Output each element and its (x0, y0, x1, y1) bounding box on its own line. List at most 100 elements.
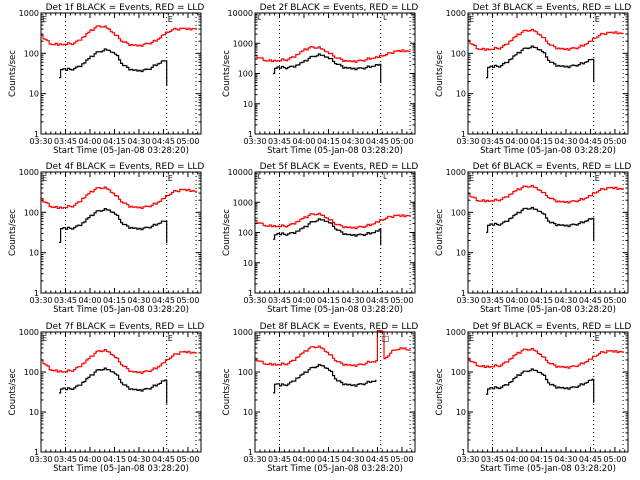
y-tick-label: 100 (24, 368, 39, 377)
y-tick-label: 1 (461, 130, 466, 139)
y-tick-label: 1 (34, 289, 39, 298)
plot-frame (254, 331, 416, 453)
plot-frame (40, 331, 202, 453)
x-tick-label: 03:30 (456, 137, 479, 146)
series-lld-line (41, 349, 197, 374)
x-axis-label: Start Time (05-Jan-08 03:28:20) (480, 146, 616, 156)
y-tick-label: 1 (248, 130, 253, 139)
chart-title: Det 1f BLACK = Events, RED = LLD (46, 3, 205, 13)
x-tick-label: 04:15 (103, 455, 126, 464)
plot-frame (467, 12, 629, 135)
event-marker-label: □ (382, 334, 390, 343)
y-tick-label: 10 (29, 408, 39, 417)
x-tick-label: 03:45 (268, 296, 291, 305)
y-tick-label: 100 (24, 49, 39, 58)
x-tick-label: 04:45 (152, 455, 175, 464)
series-events-line (59, 48, 168, 86)
series-events-line (59, 367, 168, 404)
x-tick-label: 05:00 (390, 137, 413, 146)
y-axis-label: Counts/sec (435, 50, 445, 97)
series-events-line (273, 363, 377, 394)
x-tick-label: 04:15 (530, 455, 553, 464)
x-tick-label: 04:00 (78, 455, 101, 464)
x-tick-label: 04:00 (292, 296, 315, 305)
x-tick-label: 04:45 (152, 296, 175, 305)
y-tick-label: 1 (461, 448, 466, 457)
y-tick-label: 1000 (233, 328, 253, 337)
x-tick-label: 04:45 (152, 137, 175, 146)
event-marker-label: E (469, 334, 474, 343)
chart-title: Det 2f BLACK = Events, RED = LLD (260, 3, 419, 13)
series-events-line (273, 218, 382, 246)
y-tick-label: 100 (238, 368, 253, 377)
x-tick-label: 03:45 (54, 137, 77, 146)
x-tick-label: 04:30 (554, 137, 577, 146)
chart-panel-3: Det 3f BLACK = Events, RED = LLD E E 1 10 100… (435, 3, 631, 156)
y-tick-label: 1 (248, 289, 253, 298)
x-tick-label: 04:30 (127, 137, 150, 146)
x-tick-label: 04:30 (554, 455, 577, 464)
y-axis-label: Counts/sec (222, 368, 232, 415)
event-marker-label: E (469, 174, 474, 183)
x-tick-label: 05:00 (603, 296, 626, 305)
chart-title: Det 5f BLACK = Events, RED = LLD (260, 162, 419, 172)
chart-title: Det 7f BLACK = Events, RED = LLD (46, 322, 205, 332)
x-tick-label: 04:30 (127, 455, 150, 464)
series-lld-line (468, 28, 624, 51)
y-tick-label: 1000 (446, 9, 466, 18)
x-tick-label: 03:45 (54, 296, 77, 305)
y-tick-label: 100 (451, 49, 466, 58)
chart-panel-7: Det 7f BLACK = Events, RED = LLD E E 1 10 100… (8, 322, 204, 474)
x-axis-label: Start Time (05-Jan-08 03:28:20) (480, 464, 616, 474)
y-tick-label: 1000 (19, 168, 39, 177)
y-tick-label: 1000 (233, 39, 253, 48)
y-tick-label: 10 (29, 90, 39, 99)
x-tick-label: 04:45 (579, 296, 602, 305)
x-tick-label: 03:45 (481, 296, 504, 305)
series-lld-line (468, 347, 624, 369)
x-tick-label: 04:15 (317, 455, 340, 464)
series-events-line (59, 208, 168, 244)
y-tick-label: 1000 (446, 328, 466, 337)
chart-panel-2: Det 2f BLACK = Events, RED = LLD└ └ 1 10 100… (222, 3, 418, 156)
x-tick-label: 05:00 (390, 296, 413, 305)
x-tick-label: 03:45 (481, 137, 504, 146)
x-tick-label: 05:00 (176, 137, 199, 146)
x-tick-label: 03:30 (29, 455, 52, 464)
event-marker-label: E (42, 174, 47, 183)
y-tick-label: 1000 (446, 168, 466, 177)
x-tick-label: 04:30 (341, 137, 364, 146)
event-marker-label: E (42, 15, 47, 24)
x-tick-label: 05:00 (390, 455, 413, 464)
x-tick-label: 04:45 (366, 296, 389, 305)
y-axis-label: Counts/sec (8, 209, 18, 256)
x-axis-label: Start Time (05-Jan-08 03:28:20) (267, 146, 403, 156)
event-marker-label: E (42, 334, 47, 343)
series-lld-line (41, 186, 197, 209)
plot-frame (467, 331, 629, 453)
y-tick-label: 1 (34, 130, 39, 139)
chart-title: Det 3f BLACK = Events, RED = LLD (473, 3, 632, 13)
y-tick-label: 1000 (19, 328, 39, 337)
y-axis-label: Counts/sec (435, 209, 445, 256)
series-events-line (486, 45, 595, 83)
y-tick-label: 100 (24, 208, 39, 217)
x-axis-label: Start Time (05-Jan-08 03:28:20) (53, 464, 189, 474)
x-tick-label: 04:00 (505, 455, 528, 464)
x-tick-label: 03:45 (481, 455, 504, 464)
event-marker-label: └ (256, 173, 261, 183)
x-tick-label: 05:00 (603, 455, 626, 464)
series-events-line (486, 368, 595, 403)
y-axis-label: Counts/sec (222, 50, 232, 97)
x-tick-label: 05:00 (176, 455, 199, 464)
plot-frame (40, 12, 202, 135)
x-tick-label: 04:15 (317, 137, 340, 146)
plot-frame (467, 171, 629, 294)
chart-panel-5: Det 5f BLACK = Events, RED = LLD└ └ 1 10 100… (222, 162, 418, 315)
x-tick-label: 03:30 (29, 137, 52, 146)
event-marker-label: └ (382, 173, 387, 183)
y-tick-label: 100 (451, 208, 466, 217)
event-marker-label: └ (256, 14, 261, 24)
x-tick-label: 05:00 (176, 296, 199, 305)
